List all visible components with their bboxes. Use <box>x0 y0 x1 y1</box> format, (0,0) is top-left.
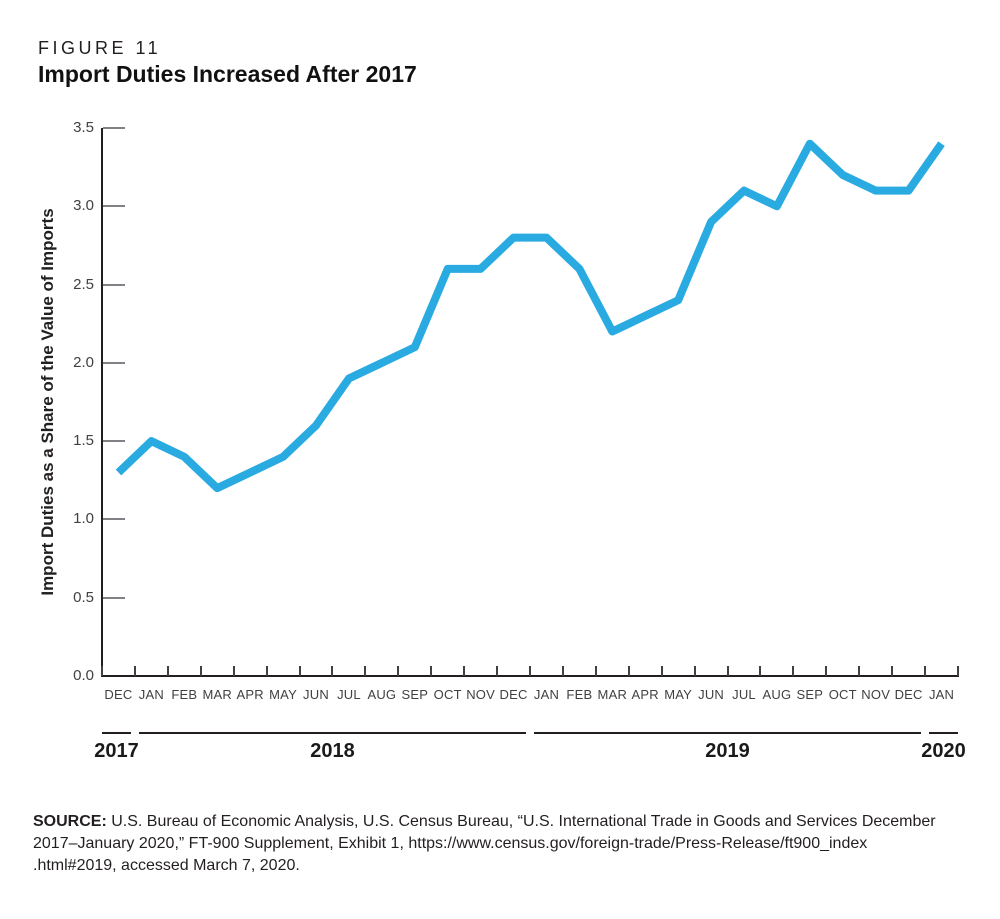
y-tick <box>103 596 125 599</box>
x-tick <box>660 666 663 676</box>
year-group-line <box>929 732 958 734</box>
x-axis-month-label: JUL <box>337 687 361 702</box>
year-group-label: 2017 <box>94 740 139 762</box>
x-tick <box>825 666 828 676</box>
y-tick-label: 0.5 <box>73 588 94 606</box>
y-tick-label: 0.0 <box>73 667 94 684</box>
x-tick <box>858 666 861 676</box>
y-axis-title: Import Duties as a Share of the Value of… <box>38 208 57 596</box>
page-title: Import Duties Increased After 2017 <box>38 61 417 87</box>
y-tick-label: 2.5 <box>73 275 94 293</box>
x-axis-month-label: JUN <box>698 687 725 702</box>
x-tick <box>529 666 531 676</box>
year-group-label: 2019 <box>705 740 750 762</box>
x-axis-month-label: JUL <box>732 687 756 702</box>
x-tick <box>133 666 136 676</box>
x-axis-month-label: AUG <box>762 687 792 702</box>
x-axis-month-label: SEP <box>796 687 824 702</box>
x-axis-month-label: MAR <box>202 687 232 702</box>
year-group-line <box>102 732 131 734</box>
year-group-label: 2018 <box>310 740 355 762</box>
data-line <box>115 139 945 493</box>
y-tick <box>103 361 125 364</box>
source-label: SOURCE: <box>33 813 107 830</box>
x-tick <box>430 666 433 676</box>
y-tick <box>103 205 125 208</box>
x-axis-month-label: OCT <box>433 687 462 702</box>
x-tick <box>924 666 927 676</box>
x-tick <box>101 666 103 676</box>
x-tick <box>364 666 367 676</box>
y-tick <box>103 518 125 521</box>
y-tick-label: 1.0 <box>73 510 94 528</box>
x-axis-month-label: OCT <box>828 687 857 702</box>
x-axis-month-label: MAY <box>664 687 693 702</box>
x-axis-month-label: JUN <box>303 687 329 702</box>
x-axis-month-label: NOV <box>466 687 495 702</box>
y-tick <box>103 127 125 129</box>
x-tick <box>331 666 334 676</box>
x-axis-month-label: AUG <box>367 687 397 702</box>
y-tick <box>103 440 125 443</box>
x-tick <box>957 666 959 676</box>
x-axis-month-label: APR <box>236 687 264 702</box>
x-axis-month-label: JAN <box>138 687 164 702</box>
x-tick <box>726 666 729 676</box>
x-tick <box>397 666 400 676</box>
x-axis-month-label: JAN <box>533 687 560 702</box>
y-tick-label: 3.0 <box>73 197 94 215</box>
x-axis-month-label: MAY <box>269 687 297 702</box>
x-tick <box>166 666 169 676</box>
x-axis-month-label: FEB <box>566 687 593 702</box>
x-tick <box>463 666 466 676</box>
x-tick <box>759 666 762 676</box>
x-axis-line <box>101 675 959 677</box>
x-axis-month-label: SEP <box>401 687 429 702</box>
x-tick <box>561 666 564 676</box>
x-axis-month-label: DEC <box>894 687 923 702</box>
y-tick-label: 2.0 <box>73 353 94 371</box>
x-tick <box>232 666 235 676</box>
source-text-line: U.S. Bureau of Economic Analysis, U.S. C… <box>111 813 936 830</box>
figure-number-label: FIGURE 11 <box>38 38 162 58</box>
x-axis-month-label: DEC <box>499 687 528 702</box>
x-tick <box>627 666 630 676</box>
y-tick <box>103 283 125 286</box>
source-text-line: .html#2019, accessed March 7, 2020. <box>33 857 300 874</box>
source-line: SOURCE: U.S. Bureau of Economic Analysis… <box>33 811 951 833</box>
year-group-label: 2020 <box>921 740 966 762</box>
year-group-line <box>138 732 526 734</box>
x-axis-month-label: APR <box>631 687 659 702</box>
x-tick <box>792 666 795 676</box>
source-text-line: 2017–January 2020,” FT-900 Supplement, E… <box>33 835 868 852</box>
x-axis-month-label: DEC <box>104 687 133 702</box>
x-axis-month-label: FEB <box>171 687 198 702</box>
y-axis-line <box>101 128 103 677</box>
source-note: SOURCE: U.S. Bureau of Economic Analysis… <box>33 811 951 877</box>
x-tick <box>298 666 301 676</box>
x-axis-month-label: JAN <box>928 687 955 702</box>
y-tick-label: 1.5 <box>73 432 94 450</box>
x-axis-month-label: NOV <box>861 687 891 702</box>
x-tick <box>265 666 268 676</box>
x-axis-month-label: MAR <box>597 687 628 702</box>
y-tick-label: 3.5 <box>73 119 94 136</box>
x-tick <box>594 666 597 676</box>
x-tick <box>693 666 696 676</box>
x-tick <box>496 666 499 676</box>
x-tick <box>199 666 202 676</box>
x-tick <box>891 666 894 676</box>
year-group-line <box>534 732 922 734</box>
